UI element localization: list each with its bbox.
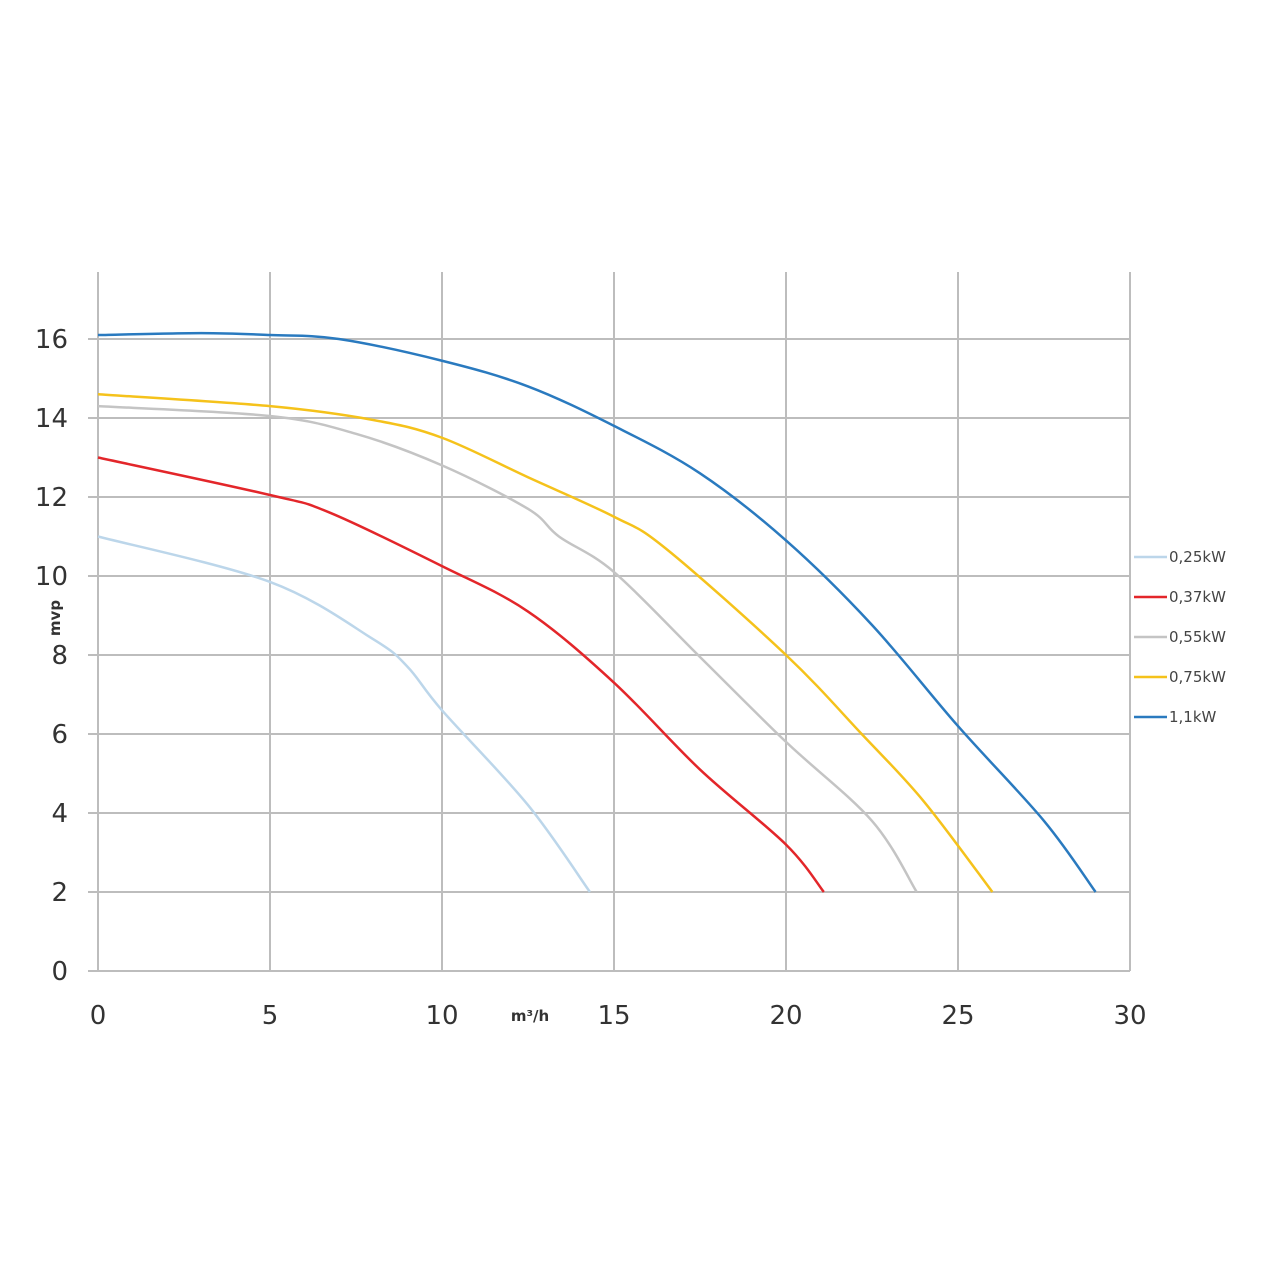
series-line-11kW — [97, 331, 1097, 893]
y-tick-label: 16 — [35, 325, 68, 355]
y-tick-label: 0 — [51, 957, 68, 987]
y-tick-label: 10 — [35, 562, 68, 592]
y-axis-label: mvp — [46, 600, 64, 636]
y-tick-label: 12 — [35, 483, 68, 513]
x-tick-label: 25 — [941, 1001, 974, 1031]
x-tick-label: 0 — [90, 1001, 107, 1031]
y-tick-label: 2 — [51, 878, 68, 908]
series-line-025kW — [97, 535, 591, 893]
y-tick-label: 8 — [51, 641, 68, 671]
x-tick-label: 30 — [1113, 1001, 1146, 1031]
legend-label: 0,75kW — [1169, 668, 1226, 686]
legend-label: 1,1kW — [1169, 708, 1217, 726]
x-tick-label: 10 — [425, 1001, 458, 1031]
x-tick-label: 15 — [597, 1001, 630, 1031]
series-line-055kW — [97, 404, 918, 893]
legend-label: 0,37kW — [1169, 588, 1226, 606]
x-axis-label: m³/h — [511, 1007, 549, 1025]
series-line-037kW — [97, 456, 825, 893]
y-tick-label: 14 — [35, 404, 68, 434]
y-tick-label: 4 — [51, 799, 68, 829]
legend-label: 0,55kW — [1169, 628, 1226, 646]
x-tick-label: 20 — [769, 1001, 802, 1031]
x-tick-label: 5 — [262, 1001, 279, 1031]
y-tick-label: 6 — [51, 720, 68, 750]
legend-label: 0,25kW — [1169, 548, 1226, 566]
series-line-075kW — [97, 393, 994, 893]
